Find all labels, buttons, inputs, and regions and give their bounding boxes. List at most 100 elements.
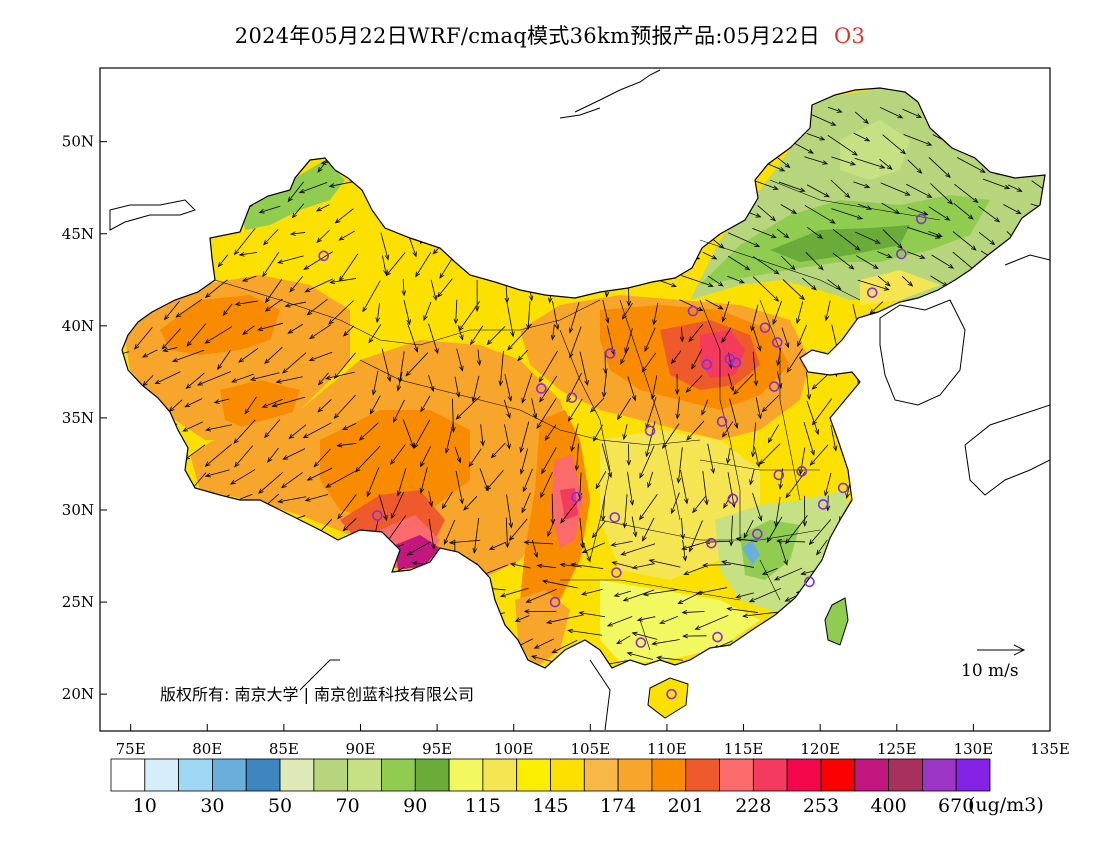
colorbar-swatch (820, 758, 856, 792)
lat-tick-label: 35N (62, 409, 94, 427)
wind-reference-label: 10 m/s (961, 661, 1019, 681)
latitude-axis: 50N 45N 40N 35N 30N 25N 20N (62, 133, 107, 703)
lat-tick-label: 20N (62, 685, 94, 703)
city-markers (318, 213, 927, 700)
colorbar-swatch (786, 758, 822, 792)
map-title: 2024年05月22日WRF/cmaq模式36km预报产品:05月22日 O3 (0, 20, 1100, 50)
province-borders (214, 179, 941, 651)
colorbar-swatch (482, 758, 518, 792)
city-marker (771, 337, 783, 348)
longitude-axis: 75E 80E 85E 90E 95E 100E 105E 110E 115E 120E 125E 1… (116, 724, 1070, 758)
map-frame (99, 67, 1051, 732)
city-marker (687, 305, 699, 317)
city-marker (804, 576, 815, 588)
city-marker (915, 213, 927, 225)
colorbar-label: 10 (133, 795, 157, 817)
city-marker (773, 469, 785, 481)
taiwan (824, 597, 849, 646)
city-marker (896, 248, 907, 260)
lon-tick-label: 115E (724, 740, 764, 758)
korea-outline (879, 299, 966, 406)
city-marker (535, 383, 547, 394)
lon-tick-label: 95E (422, 740, 452, 758)
city-marker (712, 631, 723, 643)
city-marker (706, 537, 717, 549)
lake-outline (109, 199, 196, 231)
city-marker (644, 425, 656, 437)
colorbar-label: 670 (938, 795, 974, 817)
city-marker (796, 466, 808, 477)
colorbar-label: 145 (532, 795, 568, 817)
colorbar-label: 30 (200, 795, 224, 817)
lat-tick-label: 40N (62, 317, 94, 335)
lon-tick-label: 105E (571, 740, 611, 758)
colorbar-label: 228 (735, 795, 771, 817)
copyright-text: 版权所有: 南京大学 | 南京创蓝科技有限公司 (160, 685, 475, 704)
city-marker (724, 353, 736, 365)
colorbar-swatch (414, 758, 450, 792)
city-marker (701, 359, 713, 370)
lon-tick-label: 110E (647, 740, 687, 758)
colorbar-units: (ug/m3) (968, 794, 1044, 816)
city-marker (752, 528, 763, 540)
city-marker (817, 499, 829, 510)
city-marker (609, 512, 621, 523)
wind-reference-arrow (977, 644, 1026, 656)
colorbar: 10 30 50 70 90 115 145 174 201 228 253 400 670 (110, 758, 991, 817)
colorbar-swatch (752, 758, 788, 792)
city-marker (727, 493, 739, 505)
colorbar-swatch (212, 758, 247, 792)
title-text: 2024年05月22日WRF/cmaq模式36km预报产品:05月22日 (234, 24, 821, 48)
lon-tick-label: 90E (345, 740, 375, 758)
lon-tick-label: 80E (192, 740, 222, 758)
colorbar-swatch (144, 758, 180, 792)
colorbar-label: 70 (336, 795, 360, 817)
lon-tick-label: 100E (494, 740, 534, 758)
lon-tick-label: 125E (877, 740, 917, 758)
china-border (121, 87, 1046, 669)
colorbar-swatch (921, 758, 957, 792)
colorbar-label: 201 (668, 795, 704, 817)
colorbar-swatch (955, 758, 991, 792)
colorbar-swatch (583, 758, 619, 792)
colorbar-swatch (516, 758, 551, 792)
colorbar-label: 400 (870, 795, 906, 817)
colorbar-swatch (279, 758, 315, 792)
colorbar-swatch (381, 758, 416, 792)
colorbar-swatch (347, 758, 382, 792)
japan-outline (964, 404, 1050, 496)
lat-tick-label: 45N (62, 225, 94, 243)
city-marker (566, 392, 578, 403)
lat-tick-label: 50N (62, 133, 94, 151)
city-marker (635, 637, 647, 648)
colorbar-swatch (888, 758, 923, 792)
city-marker (611, 567, 622, 578)
colorbar-swatch (685, 758, 720, 792)
colorbar-swatch (617, 758, 653, 792)
colorbar-swatch (245, 758, 281, 792)
colorbar-swatch (110, 758, 146, 792)
city-marker (666, 688, 677, 700)
city-marker (768, 381, 780, 392)
lat-tick-label: 25N (62, 593, 94, 611)
colorbar-swatch (651, 758, 687, 792)
colorbar-label: 90 (403, 795, 427, 817)
map-canvas (109, 69, 1050, 731)
city-marker (866, 287, 878, 298)
colorbar-label: 253 (803, 795, 839, 817)
city-marker (549, 596, 561, 608)
colorbar-swatch (719, 758, 754, 792)
city-marker (759, 322, 771, 333)
city-marker (837, 482, 849, 494)
colorbar-label: 50 (268, 795, 292, 817)
lon-tick-label: 120E (800, 740, 840, 758)
colorbar-swatch (550, 758, 585, 792)
colorbar-label: 174 (600, 795, 636, 817)
city-marker (372, 510, 383, 521)
city-marker (604, 348, 616, 359)
lon-tick-label: 75E (116, 740, 146, 758)
colorbar-label: 115 (465, 795, 501, 817)
colorbar-swatch (178, 758, 213, 792)
colorbar-swatch (448, 758, 484, 792)
